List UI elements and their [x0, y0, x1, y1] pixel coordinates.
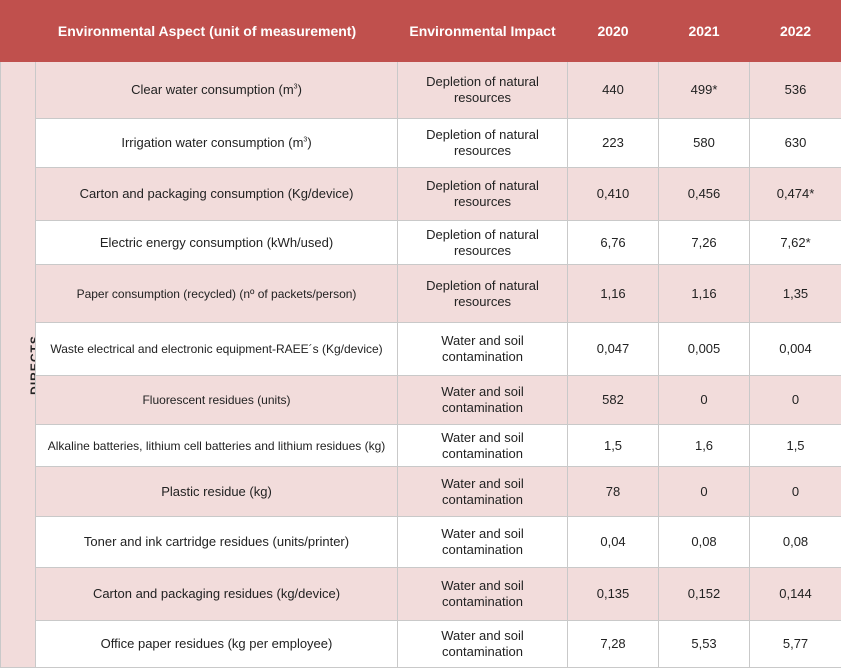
table-row: Electric energy consumption (kWh/used) D… [1, 220, 841, 265]
table-row: Paper consumption (recycled) (nº of pack… [1, 264, 841, 323]
value-2022: 0 [749, 466, 841, 517]
header-row: Environmental Aspect (unit of measuremen… [0, 0, 841, 62]
aspect-cell: Electric energy consumption (kWh/used) [34, 220, 399, 265]
value-2020: 1,5 [567, 424, 660, 467]
value-2020: 0,410 [567, 167, 660, 221]
value-2021: 580 [658, 118, 751, 168]
table-row: Alkaline batteries, lithium cell batteri… [1, 424, 841, 467]
table-row: Fluorescent residues (units) Water and s… [1, 375, 841, 425]
impact-cell: Water and soil contamination [397, 466, 569, 517]
value-2020: 223 [567, 118, 660, 168]
table-row: Carton and packaging residues (kg/device… [1, 567, 841, 621]
value-2021: 1,6 [658, 424, 751, 467]
value-2021: 0,152 [658, 567, 751, 621]
impact-cell: Water and soil contamination [397, 424, 569, 467]
value-2020: 78 [567, 466, 660, 517]
value-2022: 0,004 [749, 322, 841, 376]
aspect-cell: Toner and ink cartridge residues (units/… [34, 516, 399, 568]
table-row: DIRECTS Clear water consumption (m3) Dep… [0, 61, 841, 668]
aspect-cell: Office paper residues (kg per employee) [34, 620, 399, 668]
value-2022: 630 [749, 118, 841, 168]
aspect-cell: Carton and packaging residues (kg/device… [34, 567, 399, 621]
value-2020: 440 [567, 61, 660, 119]
value-2021: 0 [658, 375, 751, 425]
header-2022: 2022 [749, 0, 841, 62]
impact-cell: Water and soil contamination [397, 375, 569, 425]
value-2020: 1,16 [567, 264, 660, 323]
impact-cell: Depletion of natural resources [397, 167, 569, 221]
value-2021: 1,16 [658, 264, 751, 323]
value-2022: 0,474* [749, 167, 841, 221]
value-2021: 5,53 [658, 620, 751, 668]
aspect-cell: Paper consumption (recycled) (nº of pack… [34, 264, 399, 323]
impact-cell: Water and soil contamination [397, 322, 569, 376]
value-2021: 0 [658, 466, 751, 517]
value-2020: 0,04 [567, 516, 660, 568]
impact-cell: Water and soil contamination [397, 620, 569, 668]
group-label-cell: DIRECTS [0, 61, 36, 668]
value-2021: 0,08 [658, 516, 751, 568]
value-2022: 0,144 [749, 567, 841, 621]
header-impact: Environmental Impact [397, 0, 569, 62]
impact-cell: Water and soil contamination [397, 567, 569, 621]
table-row: Plastic residue (kg) Water and soil cont… [1, 466, 841, 517]
value-2022: 7,62* [749, 220, 841, 265]
impact-cell: Depletion of natural resources [397, 118, 569, 168]
aspect-cell: Alkaline batteries, lithium cell batteri… [34, 424, 399, 467]
value-2021: 0,456 [658, 167, 751, 221]
value-2020: 0,135 [567, 567, 660, 621]
impact-cell: Depletion of natural resources [397, 264, 569, 323]
value-2021: 0,005 [658, 322, 751, 376]
value-2020: 7,28 [567, 620, 660, 668]
group-label: DIRECTS [27, 334, 36, 395]
aspect-cell: Plastic residue (kg) [34, 466, 399, 517]
value-2020: 0,047 [567, 322, 660, 376]
aspect-cell: Irrigation water consumption (m3) [34, 118, 399, 168]
aspect-cell: Carton and packaging consumption (Kg/dev… [34, 167, 399, 221]
value-2021: 499* [658, 61, 751, 119]
table-row: Office paper residues (kg per employee) … [1, 620, 841, 668]
value-2022: 1,5 [749, 424, 841, 467]
table-row: Waste electrical and electronic equipmen… [1, 322, 841, 376]
value-2022: 0,08 [749, 516, 841, 568]
value-2022: 1,35 [749, 264, 841, 323]
aspect-cell: Fluorescent residues (units) [34, 375, 399, 425]
header-2021: 2021 [658, 0, 751, 62]
value-2021: 7,26 [658, 220, 751, 265]
table-row: Toner and ink cartridge residues (units/… [1, 516, 841, 568]
impact-cell: Depletion of natural resources [397, 61, 569, 119]
header-aspect: Environmental Aspect (unit of measuremen… [0, 0, 399, 62]
aspect-cell: Waste electrical and electronic equipmen… [34, 322, 399, 376]
value-2022: 536 [749, 61, 841, 119]
value-2022: 5,77 [749, 620, 841, 668]
table-row: Irrigation water consumption (m3) Deplet… [1, 118, 841, 168]
aspect-cell: Clear water consumption (m3) [34, 61, 399, 119]
value-2020: 582 [567, 375, 660, 425]
value-2022: 0 [749, 375, 841, 425]
header-2020: 2020 [567, 0, 660, 62]
impact-cell: Water and soil contamination [397, 516, 569, 568]
impact-cell: Depletion of natural resources [397, 220, 569, 265]
value-2020: 6,76 [567, 220, 660, 265]
table-row: Carton and packaging consumption (Kg/dev… [1, 167, 841, 221]
